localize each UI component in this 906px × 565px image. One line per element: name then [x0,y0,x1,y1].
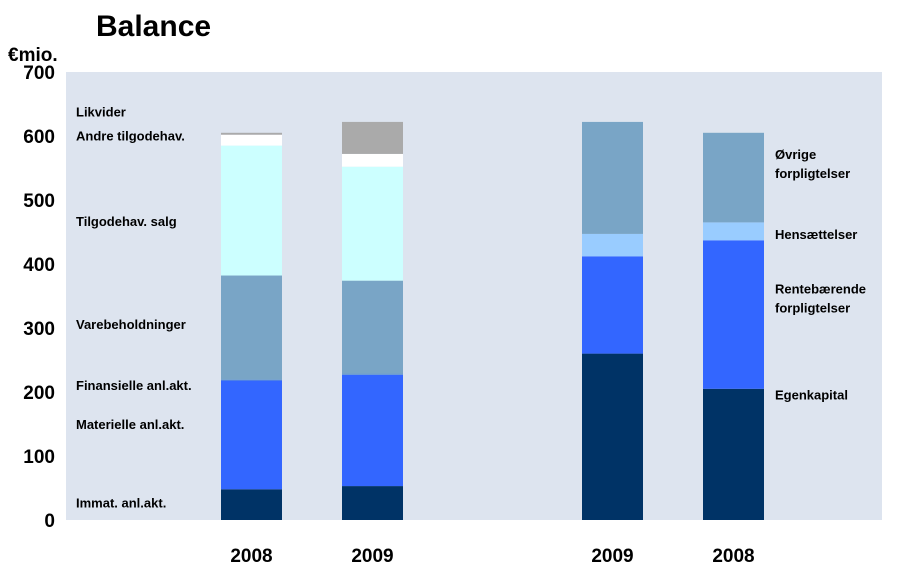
label-materielle-anl-akt: Materielle anl.akt. [76,417,184,432]
bar-assets-2009-varebeholdninger [342,280,403,374]
bars-layer [221,121,764,520]
y-tick-100: 100 [23,447,55,468]
x-tick-assets-2008: 2008 [230,546,272,565]
label-andre-tilgodehav: Andre tilgodehav. [76,128,185,143]
label-immat-anl-akt: Immat. anl.akt. [76,496,166,511]
x-tick-assets-2009: 2009 [351,546,393,565]
bar-assets-2009-immat-anl-akt [342,486,403,520]
bar-assets-2009-likvider [342,121,403,154]
y-tick-200: 200 [23,383,55,404]
bar-liabilities-2008-rentebærende-forpligtelser [703,240,764,389]
y-tick-500: 500 [23,191,55,212]
bar-assets-2008-likvider [221,132,282,135]
bar-liabilities-2009-rentebærende-forpligtelser [582,256,643,354]
y-tick-700: 700 [23,63,55,84]
x-tick-liabilities-2008: 2008 [712,546,754,565]
bar-assets-2008-materielle-anl-akt [221,380,282,490]
bar-assets-2008-immat-anl-akt [221,489,282,520]
bar-assets-2009-materielle-anl-akt [342,374,403,487]
bar-assets-2008-varebeholdninger [221,275,282,380]
chart-title: Balance [96,10,211,43]
label-rentebærende-forpligtelser: Rentebærende forpligtelser [775,281,866,315]
bar-liabilities-2008-øvrige-forpligtelser [703,132,764,223]
bar-assets-2008-andre-tilgodehav [221,134,282,146]
bar-liabilities-2009-egenkapital [582,353,643,520]
label-likvider: Likvider [76,105,126,120]
label-finansielle-anl-akt: Finansielle anl.akt. [76,378,192,393]
bar-assets-2008-finansielle-anl-akt [221,379,282,381]
label-varebeholdninger: Varebeholdninger [76,317,186,332]
asset-labels: Likvider Andre tilgodehav. Tilgodehav. sal… [76,105,192,511]
bar-assets-2008-tilgodehav-salg [221,145,282,276]
unit-label: €mio. [8,45,58,66]
bar-liabilities-2008-hensættelser [703,222,764,241]
x-axis-ticks: 2008 2009 2009 2008 [230,546,754,565]
label-tilgodehav-salg: Tilgodehav. salg [76,214,177,229]
label-egenkapital: Egenkapital [775,388,848,403]
bar-assets-2009-finansielle-anl-akt [342,373,403,375]
bar-assets-2009-tilgodehav-salg [342,166,403,281]
bar-liabilities-2009-hensættelser [582,233,643,257]
y-axis-ticks: 0 100 200 300 400 500 600 700 [23,63,55,532]
y-tick-300: 300 [23,319,55,340]
bar-liabilities-2008-egenkapital [703,388,764,520]
label-øvrige-forpligtelser: Øvrige forpligtelser [775,147,850,181]
y-tick-600: 600 [23,127,55,148]
bar-assets-2009-andre-tilgodehav [342,153,403,167]
label-hensættelser: Hensættelser [775,227,857,242]
bar-liabilities-2009-øvrige-forpligtelser [582,121,643,234]
liability-labels: Øvrige forpligtelser Hensættelser Rentebære… [775,147,866,403]
y-tick-0: 0 [44,511,55,532]
x-tick-liabilities-2009: 2009 [591,546,633,565]
y-tick-400: 400 [23,255,55,276]
